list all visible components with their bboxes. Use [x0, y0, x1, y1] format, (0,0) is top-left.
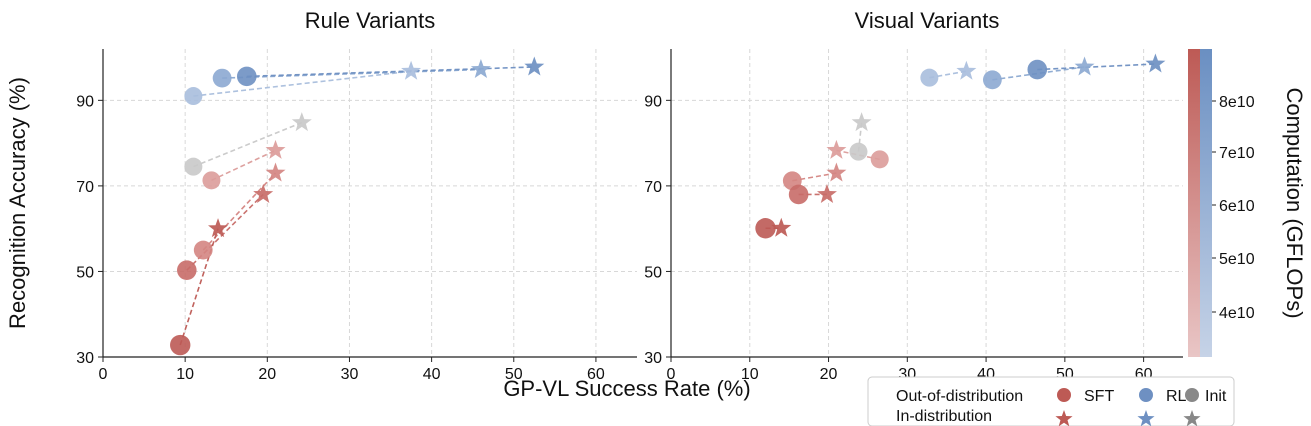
sft-id-star — [826, 139, 847, 159]
x-tick-label: 0 — [667, 366, 676, 383]
sft-id-star — [208, 218, 228, 238]
rl-ood-point — [184, 87, 203, 106]
rl-id-star — [1074, 56, 1095, 76]
colorbar-tick-label: 6e10 — [1219, 198, 1255, 215]
x-tick-label: 0 — [99, 366, 108, 383]
init-ood-point — [184, 157, 203, 176]
sft-id-star — [826, 162, 847, 182]
rl-connector — [929, 70, 967, 79]
sft-ood-point — [170, 334, 191, 356]
left-panel-title: Rule Variants — [305, 8, 435, 33]
x-tick-label: 20 — [258, 366, 276, 383]
y-tick-label: 50 — [76, 264, 94, 281]
rl-ood-point — [1027, 59, 1048, 80]
legend-sft-circle — [1057, 388, 1071, 402]
init-id-star — [851, 112, 872, 132]
sft-ood-point — [176, 260, 197, 280]
y-tick-label: 90 — [644, 93, 662, 110]
sft-ood-point — [870, 150, 889, 169]
rl-id-star — [956, 60, 977, 80]
rl-id-star — [524, 56, 545, 76]
rl-connector — [1037, 63, 1156, 71]
markers — [755, 53, 1166, 239]
rl-id-star — [401, 60, 422, 80]
legend-sft-label: SFT — [1084, 388, 1114, 405]
legend-sft-star — [1055, 410, 1073, 426]
y-axis-label: Recognition Accuracy (%) — [5, 77, 30, 329]
rl-connector — [193, 70, 412, 97]
y-tick-label: 30 — [644, 350, 662, 367]
sft-id-star — [265, 162, 286, 182]
rl-ood-point — [236, 66, 257, 87]
y-tick-label: 90 — [76, 93, 94, 110]
colorbar-label: Computation (GFLOPs) — [1282, 87, 1307, 318]
init-id-star — [291, 112, 312, 132]
colorbar-tick-label: 8e10 — [1219, 94, 1255, 111]
sft-id-star — [253, 183, 274, 203]
y-tick-label: 70 — [644, 179, 662, 196]
sft-ood-point — [193, 240, 213, 260]
right-panel-title: Visual Variants — [855, 8, 1000, 33]
rl-connector — [246, 66, 535, 78]
x-tick-label: 10 — [176, 366, 194, 383]
sft-connector — [836, 149, 880, 161]
colorbar-tick-label: 5e10 — [1219, 251, 1255, 268]
init-connector — [193, 121, 303, 168]
rl-id-star — [470, 59, 491, 79]
markers — [170, 56, 545, 356]
x-tick-label: 30 — [341, 366, 359, 383]
rl-ood-point — [920, 68, 939, 87]
connector-lines — [765, 63, 1156, 230]
sft-ood-point — [202, 171, 221, 190]
sft-ood-point — [755, 218, 776, 239]
x-tick-label: 10 — [741, 366, 759, 383]
y-tick-label: 70 — [76, 179, 94, 196]
legend-init-star — [1183, 410, 1201, 426]
x-tick-label: 60 — [587, 366, 605, 383]
legend-init-circle — [1185, 388, 1199, 402]
rl-ood-point — [982, 70, 1002, 90]
x-tick-label: 40 — [423, 366, 441, 383]
legend: Out-of-distribution In-distribution SFT … — [867, 376, 1235, 426]
sft-id-star — [265, 139, 286, 159]
colorbar-sft-gradient — [1188, 49, 1200, 357]
connector-lines — [179, 66, 535, 346]
init-ood-point — [849, 142, 868, 161]
rl-ood-point — [212, 68, 232, 88]
sft-id-star — [816, 183, 837, 203]
sft-id-star — [771, 217, 792, 237]
colorbar-rl-gradient — [1200, 49, 1212, 357]
x-tick-label: 20 — [820, 366, 838, 383]
sft-connector — [211, 149, 276, 182]
legend-rl-label: RL — [1166, 388, 1187, 405]
rl-id-star — [1145, 53, 1166, 73]
rl-connector — [222, 68, 481, 79]
sft-connector — [179, 228, 219, 346]
colorbar: 4e10 5e10 6e10 7e10 8e10 — [1188, 49, 1255, 357]
legend-rl-star — [1137, 410, 1155, 426]
legend-rl-circle — [1139, 388, 1153, 402]
x-tick-label: 50 — [505, 366, 523, 383]
colorbar-tick-label: 7e10 — [1219, 145, 1255, 162]
colorbar-tick-label: 4e10 — [1219, 305, 1255, 322]
y-tick-label: 50 — [644, 264, 662, 281]
legend-init-label: Init — [1205, 388, 1227, 405]
left-panel: 0 10 20 30 40 50 60 30 50 70 90 — [76, 49, 637, 383]
x-axis-label: GP-VL Success Rate (%) — [503, 376, 750, 401]
sft-ood-point — [788, 184, 809, 205]
legend-row-ood: Out-of-distribution — [896, 388, 1023, 405]
legend-row-id: In-distribution — [896, 408, 992, 425]
sft-connector — [186, 193, 264, 271]
y-tick-label: 30 — [76, 350, 94, 367]
